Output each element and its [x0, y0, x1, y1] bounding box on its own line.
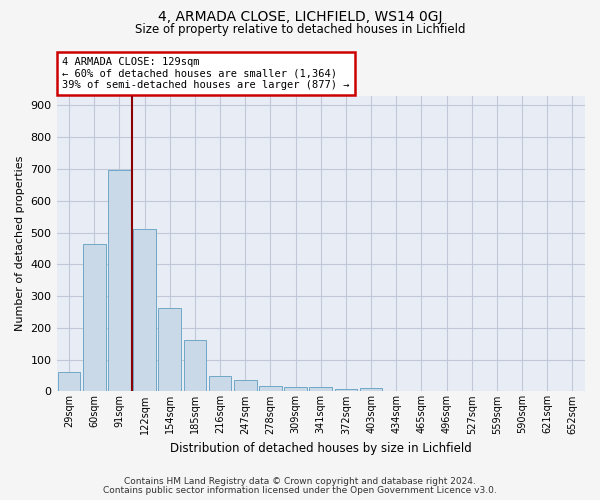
Text: Contains public sector information licensed under the Open Government Licence v3: Contains public sector information licen…: [103, 486, 497, 495]
Bar: [234, 380, 257, 392]
Bar: [133, 230, 156, 392]
Bar: [83, 244, 106, 392]
X-axis label: Distribution of detached houses by size in Lichfield: Distribution of detached houses by size …: [170, 442, 472, 455]
Bar: [335, 390, 357, 392]
Bar: [158, 308, 181, 392]
Bar: [58, 372, 80, 392]
Text: Size of property relative to detached houses in Lichfield: Size of property relative to detached ho…: [135, 22, 465, 36]
Text: 4 ARMADA CLOSE: 129sqm
← 60% of detached houses are smaller (1,364)
39% of semi-: 4 ARMADA CLOSE: 129sqm ← 60% of detached…: [62, 57, 349, 90]
Bar: [184, 340, 206, 392]
Bar: [310, 388, 332, 392]
Bar: [360, 388, 382, 392]
Bar: [259, 386, 282, 392]
Bar: [284, 387, 307, 392]
Bar: [209, 376, 232, 392]
Bar: [108, 170, 131, 392]
Text: 4, ARMADA CLOSE, LICHFIELD, WS14 0GJ: 4, ARMADA CLOSE, LICHFIELD, WS14 0GJ: [158, 10, 442, 24]
Text: Contains HM Land Registry data © Crown copyright and database right 2024.: Contains HM Land Registry data © Crown c…: [124, 477, 476, 486]
Y-axis label: Number of detached properties: Number of detached properties: [15, 156, 25, 332]
